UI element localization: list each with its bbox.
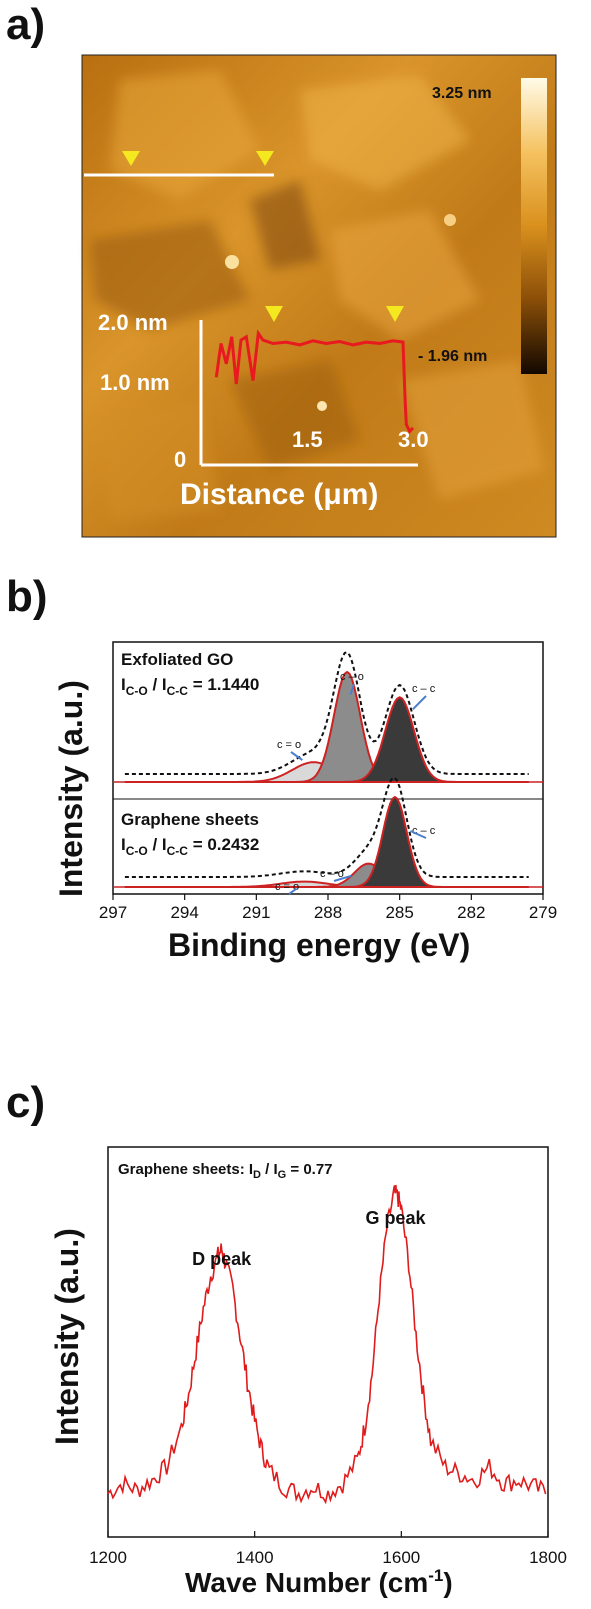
profile-marker-right bbox=[386, 306, 404, 322]
xps-peak-arrow bbox=[412, 695, 427, 711]
panel-label-b: b) bbox=[6, 572, 48, 621]
xps-sample-label: Graphene sheets bbox=[121, 810, 259, 829]
xps-sample-label: Exfoliated GO bbox=[121, 650, 233, 669]
colorbar-max-label: 3.25 nm bbox=[432, 85, 492, 102]
xps-xtick-label: 285 bbox=[385, 903, 413, 922]
afm-profile-inset: 2.0 nm 1.0 nm 0 1.5 3.0 Distance (μm) bbox=[98, 306, 429, 511]
raman-xtick-label: 1800 bbox=[529, 1548, 567, 1567]
raman-annotation: Graphene sheets: ID / IG = 0.77 bbox=[118, 1161, 333, 1181]
xps-peak-arrow bbox=[333, 874, 352, 882]
xps-peak-label: c – o bbox=[340, 671, 364, 683]
raman-ylabel: Intensity (a.u.) bbox=[49, 1228, 85, 1445]
profile-ytick-0: 0 bbox=[174, 447, 186, 472]
xps-xlabel: Binding energy (eV) bbox=[168, 927, 470, 963]
xps-xtick-label: 294 bbox=[170, 903, 198, 922]
raman-xtick-label: 1600 bbox=[382, 1548, 420, 1567]
raman-xtick-label: 1200 bbox=[89, 1548, 127, 1567]
raman-peak-label: D peak bbox=[192, 1249, 252, 1269]
profile-xtick-1: 1.5 bbox=[292, 427, 323, 452]
afm-profile-line bbox=[214, 329, 415, 434]
xps-peak-label: c – c bbox=[412, 683, 436, 695]
afm-scan-marker-right bbox=[256, 151, 274, 166]
xps-peak-arrow bbox=[349, 683, 355, 695]
profile-ytick-2: 2.0 nm bbox=[98, 310, 168, 335]
xps-ratio-label: IC-O / IC-C = 0.2432 bbox=[121, 835, 259, 858]
xps-xtick-label: 282 bbox=[457, 903, 485, 922]
xps-envelope-0 bbox=[124, 651, 529, 775]
afm-image bbox=[81, 54, 557, 538]
afm-scan-marker-left bbox=[122, 151, 140, 166]
panel-label-a: a) bbox=[6, 0, 46, 49]
xps-peak-arrow bbox=[410, 830, 427, 839]
panel-label-c: c) bbox=[6, 1078, 46, 1127]
profile-ytick-1: 1.0 nm bbox=[100, 370, 170, 395]
xps-peak-arrow bbox=[290, 751, 303, 761]
xps-xtick-label: 279 bbox=[529, 903, 557, 922]
xps-xtick-label: 288 bbox=[314, 903, 342, 922]
raman-xtick-label: 1400 bbox=[236, 1548, 274, 1567]
xps-peak-label: c – o bbox=[320, 868, 344, 880]
raman-plot-frame bbox=[107, 1146, 549, 1538]
xps-peak-label: c = o bbox=[277, 739, 301, 751]
afm-colorbar bbox=[521, 78, 547, 374]
profile-xlabel: Distance (μm) bbox=[180, 478, 378, 511]
raman-peak-label: G peak bbox=[365, 1208, 426, 1228]
profile-xtick-2: 3.0 bbox=[398, 427, 429, 452]
xps-xtick-label: 297 bbox=[99, 903, 127, 922]
raman-xlabel: Wave Number (cm-1) bbox=[185, 1566, 453, 1598]
xps-xtick-label: 291 bbox=[242, 903, 270, 922]
colorbar-min-label: - 1.96 nm bbox=[418, 348, 487, 365]
xps-ylabel: Intensity (a.u.) bbox=[53, 680, 89, 897]
xps-peak-arrow bbox=[288, 887, 298, 895]
xps-ratio-label: IC-O / IC-C = 1.1440 bbox=[121, 675, 259, 698]
raman-spectrum-line bbox=[107, 1184, 547, 1505]
profile-marker-left bbox=[265, 306, 283, 322]
